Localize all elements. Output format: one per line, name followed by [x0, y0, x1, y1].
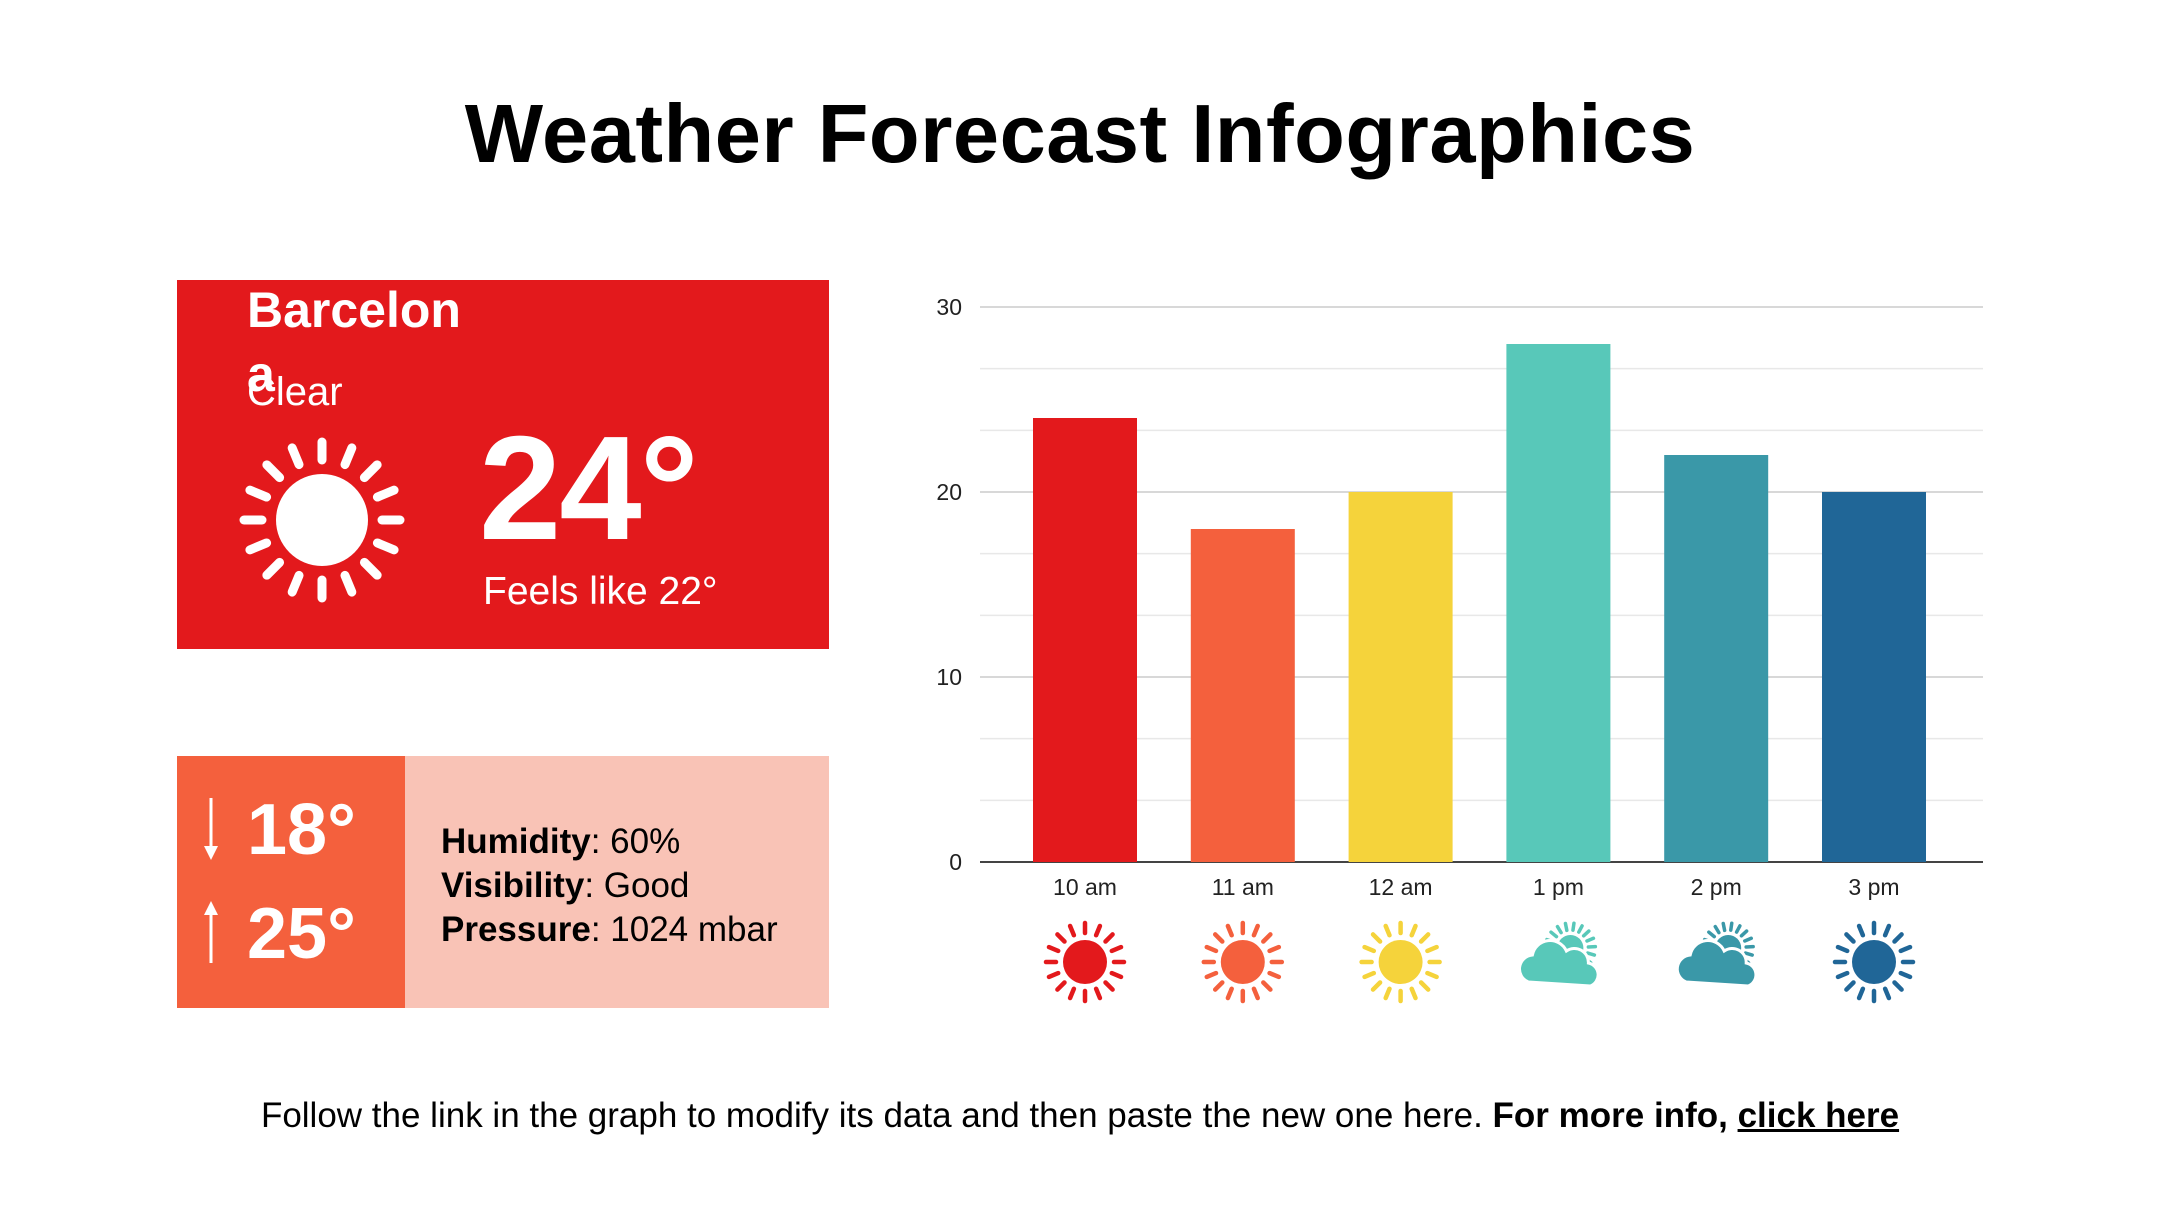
- x-tick-label: 3 pm: [1848, 874, 1899, 900]
- x-tick-label: 1 pm: [1533, 874, 1584, 900]
- sun-icon: [1359, 920, 1442, 1004]
- x-tick-label: 2 pm: [1691, 874, 1742, 900]
- partly-cloudy-icon: [1675, 921, 1758, 988]
- sun-icon: [239, 437, 405, 603]
- footer-more-info: For more info,: [1492, 1096, 1728, 1135]
- humidity-label: Humidity: [441, 822, 591, 861]
- visibility-row: Visibility: Good: [441, 864, 778, 908]
- click-here-link[interactable]: click here: [1737, 1096, 1900, 1135]
- feels-like: Feels like 22°: [483, 570, 718, 613]
- current-weather-card: Barcelona Clear 24° Feels like 22°: [177, 280, 829, 649]
- x-tick-label: 12 am: [1369, 874, 1433, 900]
- visibility-value: : Good: [584, 866, 690, 905]
- bar-12-am: [1348, 492, 1453, 862]
- sun-icon: [1043, 920, 1127, 1004]
- bar-3-pm: [1822, 492, 1926, 862]
- y-tick-label: 10: [936, 664, 962, 690]
- bar-2-pm: [1664, 455, 1769, 862]
- weather-condition: Clear: [247, 370, 343, 414]
- footer-note: Follow the link in the graph to modify i…: [0, 1098, 2160, 1133]
- humidity-value: : 60%: [590, 822, 681, 861]
- pressure-row: Pressure: 1024 mbar: [441, 908, 778, 952]
- min-temperature: 18°: [247, 790, 356, 870]
- arrow-up-icon: [204, 901, 218, 963]
- x-tick-label: 11 am: [1212, 874, 1274, 900]
- details-card: Humidity: 60% Visibility: Good Pressure:…: [405, 756, 829, 1008]
- y-tick-label: 30: [936, 294, 962, 320]
- visibility-label: Visibility: [441, 866, 585, 905]
- y-tick-label: 0: [949, 849, 962, 875]
- bar-10-am: [1033, 418, 1137, 862]
- hourly-temperature-chart: 0 10 20 30 10 am 11 am 12 am 1 pm 2 pm 3 pm: [936, 294, 1983, 1004]
- pressure-label: Pressure: [441, 910, 591, 949]
- partly-cloudy-icon: [1518, 921, 1600, 988]
- y-tick-label: 20: [936, 479, 962, 505]
- page-title: Weather Forecast Infographics: [464, 87, 1696, 180]
- pressure-value: : 1024 mbar: [590, 910, 778, 949]
- bar-1-pm: [1506, 344, 1611, 862]
- arrow-down-icon: [204, 798, 218, 860]
- x-tick-label: 10 am: [1053, 874, 1117, 900]
- details-list: Humidity: 60% Visibility: Good Pressure:…: [441, 820, 778, 952]
- sun-icon: [1201, 920, 1285, 1004]
- footer-text: Follow the link in the graph to modify i…: [260, 1096, 1483, 1135]
- humidity-row: Humidity: 60%: [441, 820, 778, 864]
- city-name: Barcelona: [247, 282, 461, 402]
- min-max-card: 18° 25°: [177, 756, 405, 1008]
- max-temperature: 25°: [247, 894, 356, 974]
- sun-icon: [1832, 920, 1916, 1004]
- bar-11-am: [1190, 529, 1295, 862]
- current-temperature: 24°: [479, 406, 699, 571]
